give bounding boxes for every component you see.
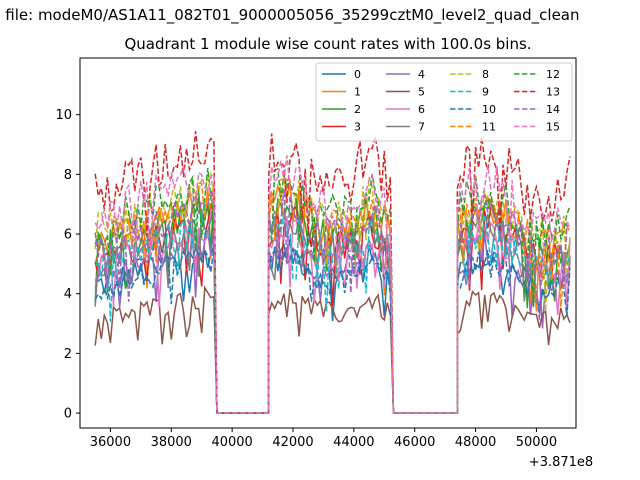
- legend-label-3: 3: [354, 121, 361, 134]
- legend-label-4: 4: [418, 68, 425, 81]
- legend-label-0: 0: [354, 68, 361, 81]
- series-line-8: [94, 171, 571, 414]
- legend-label-13: 13: [546, 86, 560, 99]
- legend-label-7: 7: [418, 121, 425, 134]
- legend-box: [315, 62, 573, 142]
- x-tick-label: 44000: [333, 435, 374, 450]
- legend-label-6: 6: [418, 103, 425, 116]
- legend-label-5: 5: [418, 86, 425, 99]
- series-line-11: [94, 178, 571, 414]
- legend-label-10: 10: [482, 103, 496, 116]
- series-line-5: [94, 285, 571, 414]
- x-tick-label: 38000: [151, 435, 192, 450]
- x-tick-label: 40000: [211, 435, 252, 450]
- legend-label-14: 14: [546, 103, 560, 116]
- legend-label-8: 8: [482, 68, 489, 81]
- x-tick-label: 50000: [516, 435, 557, 450]
- legend-label-15: 15: [546, 121, 560, 134]
- y-tick-label: 2: [64, 347, 72, 362]
- figure-title: n file: modeM0/AS1A11_082T01_9000005056_…: [0, 6, 580, 24]
- x-tick-label: 42000: [272, 435, 313, 450]
- series-line-4: [94, 229, 571, 414]
- series-line-9: [94, 210, 571, 414]
- y-tick-label: 6: [64, 228, 72, 243]
- legend-label-2: 2: [354, 103, 361, 116]
- x-offset-label: +3.871e8: [529, 455, 593, 470]
- y-tick-label: 0: [64, 407, 72, 422]
- series-line-13: [94, 131, 571, 414]
- series-line-6: [94, 210, 571, 414]
- series-line-14: [94, 188, 571, 414]
- x-tick-label: 48000: [455, 435, 496, 450]
- series-line-10: [94, 246, 571, 414]
- legend-label-12: 12: [546, 68, 560, 81]
- series-line-15: [94, 155, 571, 414]
- series-line-12: [94, 167, 571, 414]
- x-tick-label: 46000: [394, 435, 435, 450]
- y-axis: 0 2 4 6 8 10: [55, 108, 80, 422]
- x-axis: 36000 38000 40000 42000 44000 46000 48000 50000: [90, 428, 557, 450]
- series-layer: [94, 131, 571, 414]
- x-tick-label: 36000: [90, 435, 131, 450]
- legend-label-11: 11: [482, 121, 496, 134]
- plot-frame: [79, 57, 577, 429]
- y-tick-label: 4: [64, 287, 72, 302]
- legend-label-1: 1: [354, 86, 361, 99]
- chart-title: Quadrant 1 module wise count rates with …: [124, 35, 532, 53]
- y-tick-label: 10: [55, 108, 72, 123]
- legend-label-9: 9: [482, 86, 489, 99]
- y-tick-label: 8: [64, 168, 72, 183]
